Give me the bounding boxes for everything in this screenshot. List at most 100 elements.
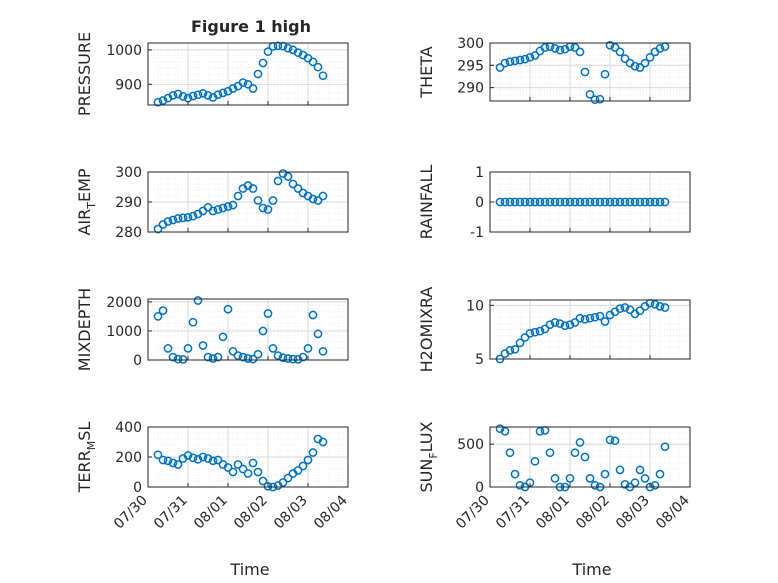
data-point (510, 469, 520, 479)
data-point (203, 454, 213, 463)
data-point (183, 451, 193, 460)
data-point (620, 303, 630, 312)
data-point (243, 79, 253, 89)
data-point (278, 353, 288, 363)
data-point (178, 92, 188, 101)
data-point (590, 95, 600, 105)
data-point (615, 197, 625, 207)
data-point (660, 197, 670, 207)
data-point (303, 455, 313, 465)
data-point (213, 90, 223, 100)
data-point (585, 474, 595, 483)
data-point (495, 63, 505, 72)
data-point (263, 481, 273, 491)
data-point (505, 197, 515, 207)
data-point (495, 197, 505, 207)
data-point (168, 352, 178, 362)
data-point (263, 309, 273, 318)
y-tick-label: 0 (475, 480, 484, 496)
data-point (550, 44, 560, 53)
data-point (228, 346, 238, 356)
data-point (550, 474, 560, 483)
data-point (258, 476, 268, 486)
data-point (635, 63, 645, 72)
data-point (253, 467, 263, 477)
data-point (203, 352, 213, 362)
panel-rainfall: -1 0 1 RAINFALL (417, 165, 691, 241)
data-point (555, 319, 565, 328)
data-point (308, 448, 318, 457)
data-point (515, 197, 525, 207)
y-axis-label-suffix: EMP (75, 168, 94, 202)
data-point (545, 448, 555, 458)
data-point (505, 346, 515, 355)
x-tick-label: 07/31 (493, 493, 533, 533)
data-point (530, 197, 540, 207)
data-point (605, 197, 615, 207)
data-point (570, 43, 580, 52)
data-point (610, 197, 620, 207)
data-point (550, 197, 560, 207)
y-axis-label: RAINFALL (417, 165, 436, 240)
data-point (158, 96, 168, 105)
data-point (273, 176, 283, 186)
data-point (600, 197, 610, 207)
data-point (258, 203, 268, 213)
x-tick-label: 08/04 (653, 492, 693, 532)
axes-box (489, 42, 691, 102)
data-point (308, 194, 318, 204)
data-point (495, 424, 505, 434)
data-point (655, 44, 665, 53)
data-point (273, 351, 283, 360)
data-point (640, 58, 650, 68)
data-point (505, 448, 515, 458)
data-point (193, 296, 203, 305)
data-point (535, 426, 545, 436)
y-axis-label: MIXDEPTH (75, 288, 94, 371)
data-point (163, 344, 173, 353)
y-axis-label: H2OMIXRA (417, 287, 436, 373)
y-tick-label: 0 (475, 195, 484, 211)
data-point (660, 442, 670, 452)
data-point (575, 313, 585, 323)
data-point (258, 58, 268, 68)
panel-terrsl: 0 200 400 07/30 07/31 08/01 08/02 08/03 08/04 TER… (75, 420, 351, 579)
data-point (293, 48, 303, 57)
data-point (193, 454, 203, 464)
data-point (605, 40, 615, 50)
data-point (530, 327, 540, 337)
data-point (308, 57, 318, 67)
y-tick-label: 0 (133, 353, 142, 369)
data-point (163, 217, 173, 226)
data-point (600, 469, 610, 479)
data-point (580, 314, 590, 324)
data-point (565, 197, 575, 207)
data-point (173, 354, 183, 364)
data-point (228, 200, 238, 210)
data-point (555, 197, 565, 207)
data-point (293, 184, 303, 193)
data-point (238, 78, 248, 87)
data-point (188, 453, 198, 463)
y-tick-label: 5 (475, 352, 484, 368)
x-axis-label: Time (571, 560, 611, 579)
data-point (590, 197, 600, 207)
data-point (198, 452, 208, 462)
data-point (283, 172, 293, 181)
data-point (550, 318, 560, 327)
y-tick-label: 300 (457, 36, 484, 52)
data-point (153, 450, 163, 460)
data-point (268, 196, 278, 205)
data-point (223, 202, 233, 211)
data-point (318, 346, 328, 356)
data-point (565, 320, 575, 330)
data-point (565, 474, 575, 483)
data-point (635, 306, 645, 316)
data-point (515, 480, 525, 490)
data-point (590, 480, 600, 490)
data-point (233, 460, 243, 469)
data-point (510, 344, 520, 354)
data-point (253, 69, 263, 79)
data-point (178, 355, 188, 364)
